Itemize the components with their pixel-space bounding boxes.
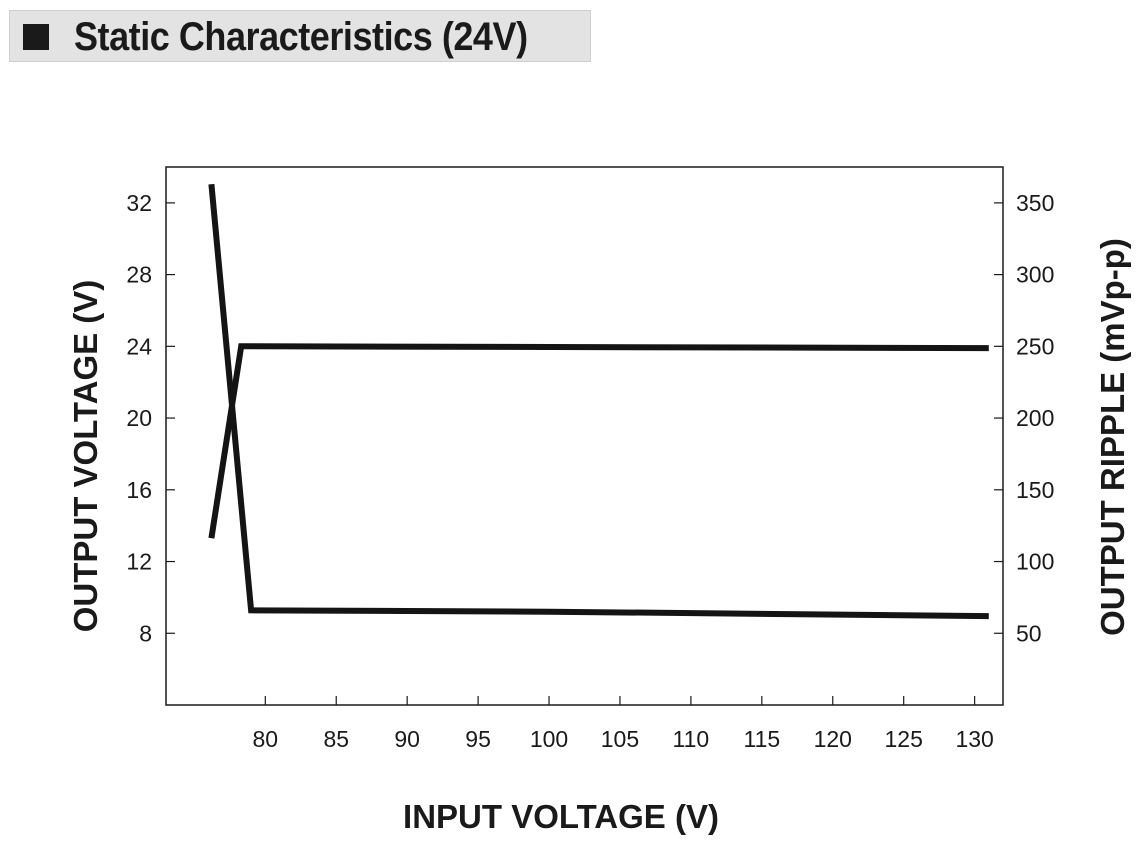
x-tick-label: 80 [253,726,279,752]
plot-frame [165,166,1004,706]
left-y-axis: 8 12 16 20 24 28 32 [126,190,175,646]
output-voltage-line [208,343,989,539]
x-axis-title: INPUT VOLTAGE (V) [403,798,719,835]
right-y-tick-label: 150 [1016,477,1054,503]
output-ripple-line [208,183,989,620]
x-tick-label: 90 [394,726,420,752]
x-tick-label: 130 [955,726,993,752]
left-y-tick-label: 32 [126,190,152,216]
right-y-axis: 50 100 150 200 250 300 350 [994,190,1054,646]
left-y-tick-label: 16 [126,477,152,503]
right-y-tick-label: 300 [1016,262,1054,288]
left-y-tick-label: 12 [126,549,152,575]
title-bullet-icon [23,24,49,50]
right-y-axis-title: OUTPUT RIPPLE (mVp-p) [1094,238,1131,636]
title-bar: Static Characteristics (24V) [9,10,591,62]
x-tick-label: 115 [743,726,780,752]
right-y-tick-label: 200 [1016,405,1054,431]
right-y-tick-label: 350 [1016,190,1054,216]
x-tick-label: 85 [323,726,349,752]
chart-title: Static Characteristics (24V) [74,15,528,59]
x-tick-label: 100 [530,726,568,752]
series-lines [208,183,989,620]
x-tick-label: 120 [814,726,852,752]
left-y-axis-title: OUTPUT VOLTAGE (V) [67,280,104,633]
left-y-tick-label: 28 [126,262,152,288]
x-tick-label: 95 [465,726,491,752]
right-y-tick-label: 50 [1016,620,1042,646]
left-y-tick-label: 8 [139,620,152,646]
left-y-tick-label: 24 [126,333,152,359]
plot-border [165,166,1004,706]
x-tick-label: 110 [673,726,710,752]
x-tick-label: 105 [601,726,639,752]
x-tick-label: 125 [885,726,923,752]
x-axis: 80 85 90 95 100 105 110 115 120 125 130 [253,696,994,752]
right-y-tick-label: 250 [1016,333,1054,359]
left-y-tick-label: 20 [126,405,152,431]
right-y-tick-label: 100 [1016,549,1054,575]
